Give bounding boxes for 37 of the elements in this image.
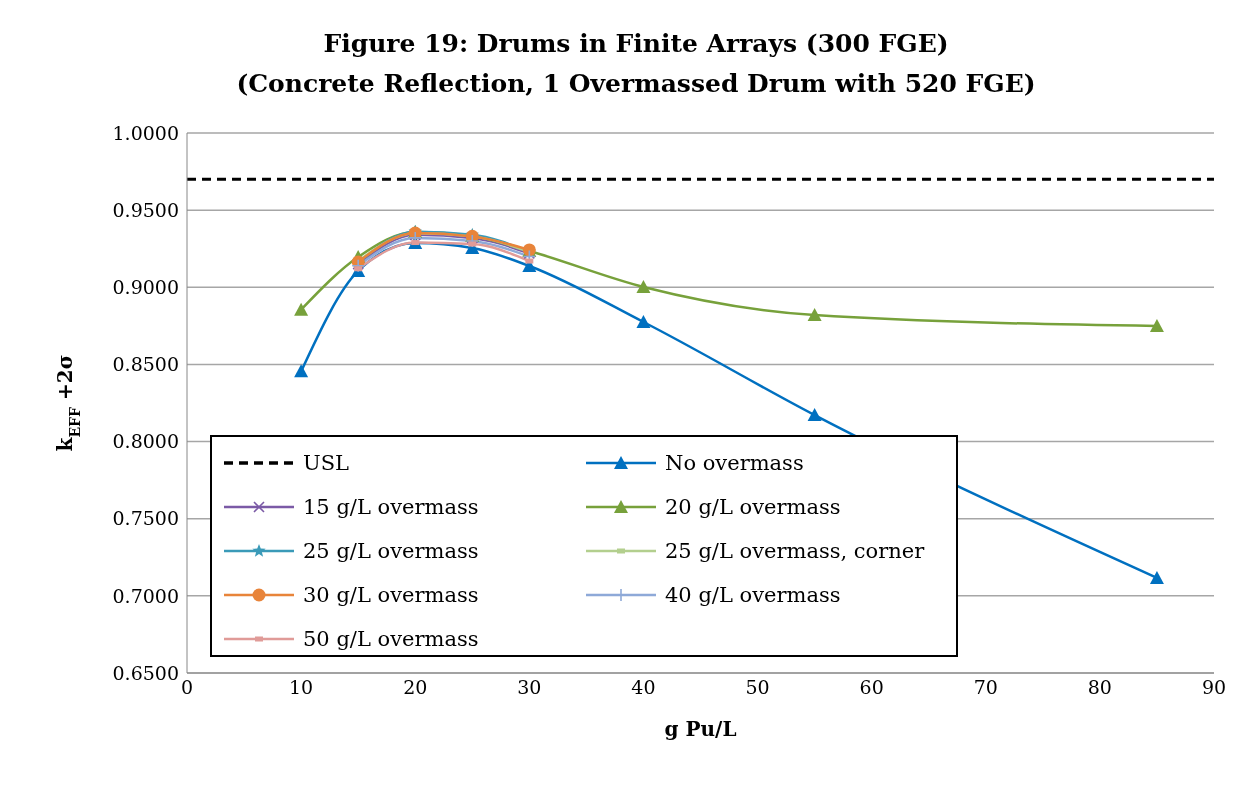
x-tick-label: 60 xyxy=(859,676,884,699)
y-tick-label: 1.0000 xyxy=(112,121,179,144)
y-tick-label: 0.7500 xyxy=(112,507,179,530)
y-tick-label: 0.6500 xyxy=(112,661,179,684)
point xyxy=(294,364,309,378)
x-tick-label: 20 xyxy=(403,676,428,699)
legend-label: 30 g/L overmass xyxy=(303,583,479,607)
point xyxy=(1149,319,1164,333)
x-tick-label: 50 xyxy=(745,676,770,699)
y-tick-label: 0.7000 xyxy=(112,584,179,607)
y-tick-label: 0.9000 xyxy=(112,276,179,299)
point xyxy=(807,308,822,322)
legend-label: 25 g/L overmass xyxy=(303,539,479,563)
x-tick-label: 10 xyxy=(289,676,314,699)
x-tick-label: 0 xyxy=(180,676,194,699)
x-tick-label: 90 xyxy=(1201,676,1227,699)
chart-title: Figure 19: Drums in Finite Arrays (300 FGE) (Concrete Reflection, 1 Overmassed Drum with 520 FGE) xyxy=(236,29,1036,98)
x-tick-label: 70 xyxy=(973,676,998,699)
point xyxy=(636,315,651,328)
y-tick-label: 0.8500 xyxy=(112,353,179,376)
legend-label: 25 g/L overmass, corner xyxy=(665,539,925,563)
legend-label: 15 g/L overmass xyxy=(303,495,479,519)
y-tick-label: 0.9500 xyxy=(112,198,179,221)
legend-label: 50 g/L overmass xyxy=(303,627,479,651)
point xyxy=(636,279,651,293)
x-tick-label: 40 xyxy=(631,676,656,699)
legend-label: 40 g/L overmass xyxy=(665,583,841,607)
y-tick-label: 0.8000 xyxy=(112,430,179,453)
x-tick-label: 80 xyxy=(1087,676,1112,699)
legend-label: 20 g/L overmass xyxy=(665,495,841,519)
point xyxy=(294,302,309,316)
x-axis-title: g Pu/L xyxy=(664,717,737,741)
point xyxy=(1149,570,1164,584)
legend-label: No overmass xyxy=(665,451,804,475)
x-tick-label: 30 xyxy=(517,676,542,699)
point xyxy=(807,408,822,422)
legend-label: USL xyxy=(303,451,350,475)
